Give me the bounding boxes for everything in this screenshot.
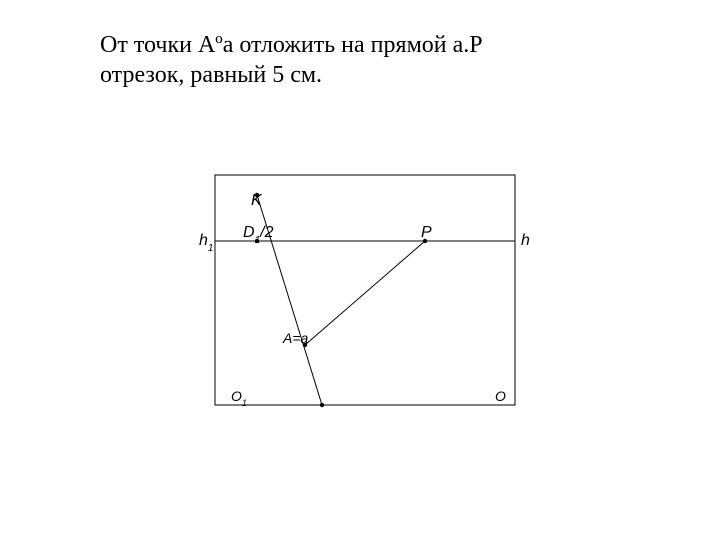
problem-line-1: От точки Аºа отложить на прямой а.Р	[100, 32, 483, 58]
frame-rect	[215, 175, 515, 405]
label-K: K	[251, 192, 263, 209]
label-O: O	[495, 388, 506, 404]
label-A: A=a	[282, 330, 309, 346]
segment-A-P	[305, 241, 425, 345]
problem-line-2: отрезок, равный 5 см.	[100, 62, 322, 88]
label-h: h	[521, 232, 530, 249]
problem-statement: От точки Аºа отложить на прямой а.Р отре…	[100, 30, 620, 90]
geometry-diagram: Kh1D1/2PhA=aO1O	[195, 165, 535, 435]
label-h1: h1	[199, 232, 213, 254]
point-O1	[320, 403, 324, 407]
label-P: P	[421, 224, 432, 241]
label-D: D1/2	[243, 224, 274, 246]
